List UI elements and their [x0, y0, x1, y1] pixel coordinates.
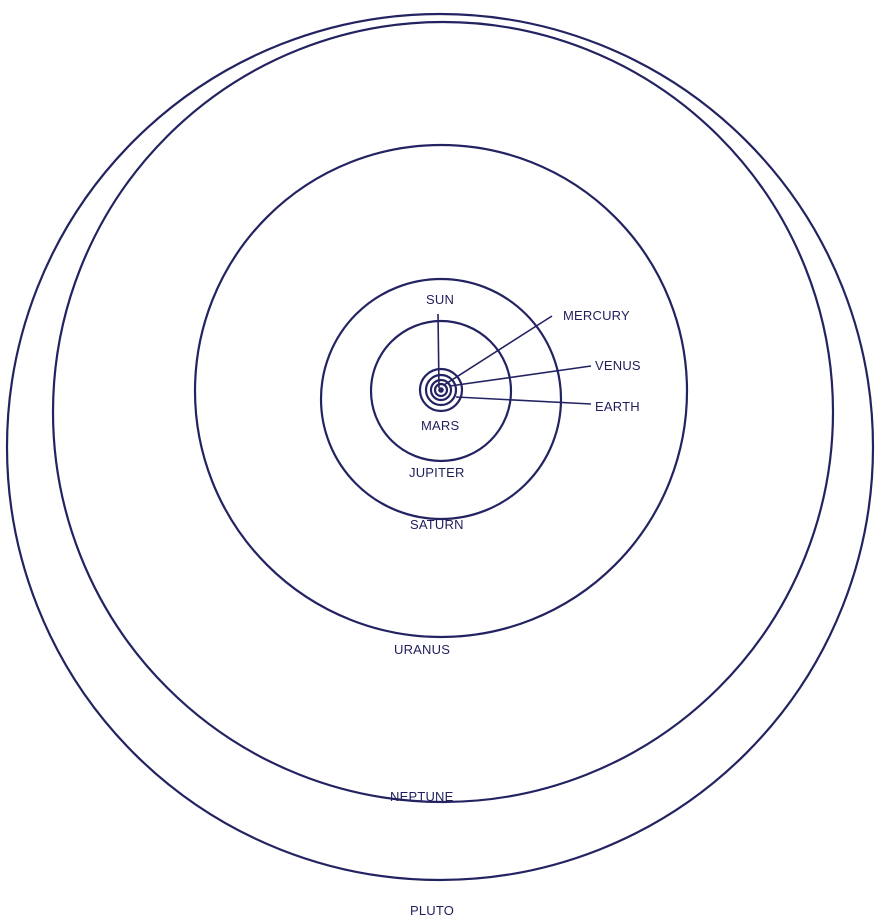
- earth-orbit: [424, 373, 458, 407]
- saturn-orbit: [319, 277, 563, 521]
- venus-leader-line: [449, 365, 592, 387]
- jupiter-orbit: [369, 319, 513, 463]
- jupiter-label: JUPITER: [409, 465, 465, 480]
- mars-label: MARS: [421, 418, 459, 433]
- neptune-orbit: [51, 20, 835, 804]
- pluto-orbit: [5, 12, 875, 882]
- sun-dot: [438, 387, 444, 393]
- mercury-label: MERCURY: [563, 308, 630, 323]
- earth-leader-line: [455, 396, 592, 405]
- mars-orbit: [418, 367, 464, 413]
- earth-label: EARTH: [595, 399, 640, 414]
- sun-label: SUN: [426, 292, 454, 307]
- pluto-label: PLUTO: [410, 903, 454, 918]
- saturn-label: SATURN: [410, 517, 464, 532]
- venus-orbit: [429, 378, 453, 402]
- mercury-orbit: [433, 382, 449, 398]
- neptune-label: NEPTUNE: [390, 789, 454, 804]
- uranus-orbit: [193, 143, 689, 639]
- mercury-leader-line: [443, 315, 553, 386]
- venus-label: VENUS: [595, 358, 641, 373]
- uranus-label: URANUS: [394, 642, 450, 657]
- sun-leader-line: [437, 313, 440, 389]
